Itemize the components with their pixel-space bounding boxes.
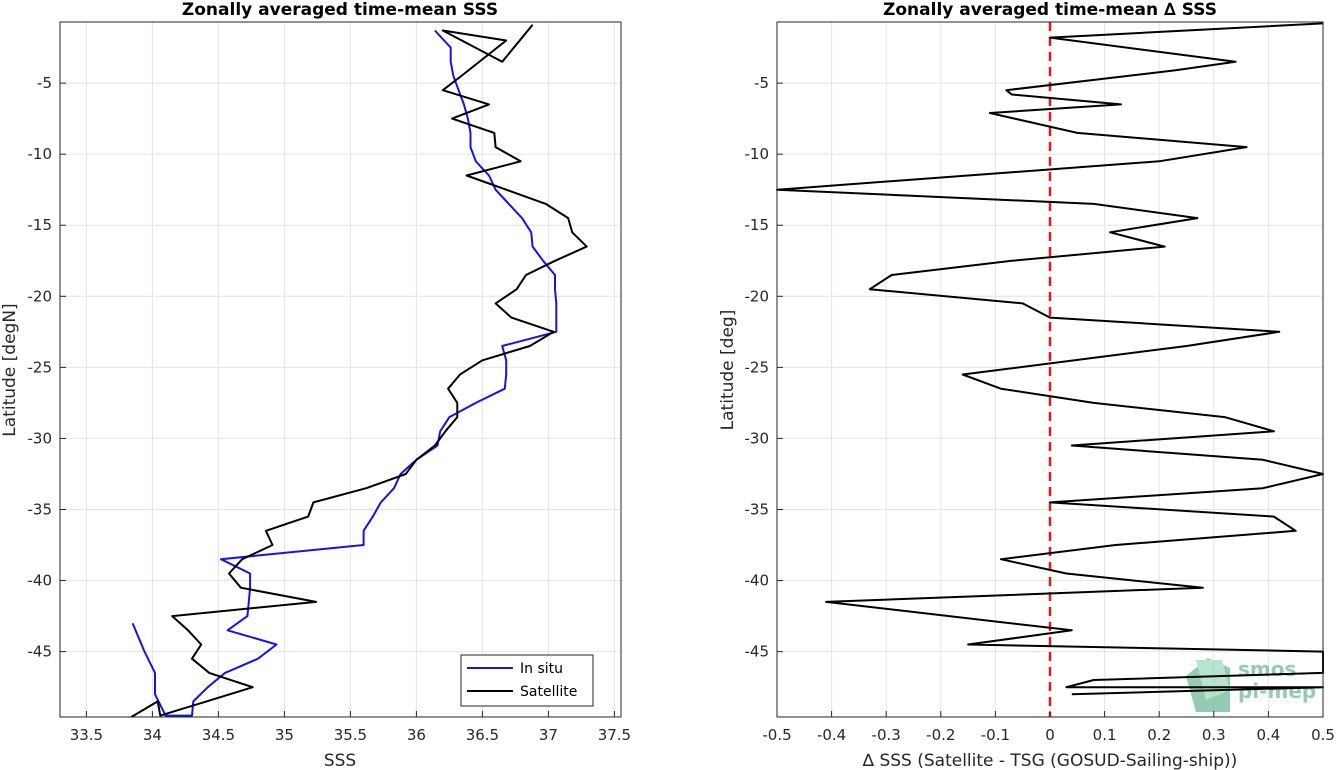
sss-chart-title: Zonally averaged time-mean SSS bbox=[182, 0, 498, 20]
delta-sss-x-tick-label: -0.2 bbox=[926, 726, 955, 744]
delta-sss-x-tick-label: -0.3 bbox=[872, 726, 901, 744]
delta-sss-y-tick-label: -45 bbox=[745, 643, 770, 661]
delta-sss-series-delta-line bbox=[776, 22, 1324, 696]
sss-x-tick-label: 37 bbox=[539, 726, 558, 744]
legend-satellite-label: Satellite bbox=[520, 684, 577, 700]
sss-series-lines bbox=[130, 24, 588, 718]
sss-series-satellite-line bbox=[130, 24, 588, 718]
sss-x-tick-label: 35.5 bbox=[334, 726, 367, 744]
delta-sss-series-lines bbox=[776, 22, 1324, 696]
legend-in-situ-label: In situ bbox=[520, 661, 563, 677]
delta-sss-x-axis-label: ∆ SSS (Satellite - TSG (GOSUD-Sailing-sh… bbox=[862, 751, 1238, 770]
sss-x-tick-label: 34 bbox=[143, 726, 162, 744]
delta-sss-x-tick-label: -0.1 bbox=[981, 726, 1010, 744]
sss-legend: In situ Satellite bbox=[460, 654, 594, 707]
watermark-line2: pi-mep bbox=[1238, 679, 1316, 703]
delta-sss-y-tick-label: -25 bbox=[745, 358, 770, 376]
sss-y-tick-label: -30 bbox=[28, 429, 53, 447]
delta-sss-y-tick-label: -30 bbox=[745, 429, 770, 447]
sss-y-ticks: -5 -10 -15 -20 -25 -30 -35 -40 -45 bbox=[28, 74, 66, 661]
sss-plot-frame bbox=[59, 21, 622, 718]
sss-y-tick-label: -25 bbox=[28, 358, 53, 376]
delta-sss-x-tick-label: -0.5 bbox=[762, 726, 791, 744]
sss-panel: Zonally averaged time-mean SSS 33.5 34 34.… bbox=[0, 0, 631, 770]
delta-sss-x-tick-label: 0.5 bbox=[1311, 726, 1335, 744]
sss-x-tick-label: 35 bbox=[275, 726, 294, 744]
delta-sss-y-tick-label: -5 bbox=[754, 74, 769, 92]
delta-sss-y-tick-label: -10 bbox=[745, 145, 770, 163]
sss-x-tick-label: 36.5 bbox=[466, 726, 499, 744]
delta-sss-y-tick-label: -35 bbox=[745, 500, 770, 518]
delta-sss-x-tick-label: 0 bbox=[1045, 726, 1055, 744]
sss-y-axis-label: Latitude [degN] bbox=[0, 303, 20, 436]
legend-box bbox=[460, 654, 594, 707]
delta-sss-x-tick-label: 0.4 bbox=[1256, 726, 1280, 744]
sss-y-tick-label: -45 bbox=[28, 643, 53, 661]
sss-y-tick-label: -20 bbox=[28, 287, 53, 305]
delta-sss-x-tick-label: 0.3 bbox=[1202, 726, 1226, 744]
sss-y-tick-label: -5 bbox=[37, 74, 52, 92]
delta-sss-y-tick-label: -40 bbox=[745, 572, 770, 590]
sss-x-ticks: 33.5 34 34.5 35 35.5 36 36.5 37 37.5 bbox=[70, 711, 631, 744]
delta-sss-panel: Zonally averaged time-mean ∆ SSS smos pi… bbox=[718, 0, 1335, 770]
sss-x-tick-label: 36 bbox=[407, 726, 426, 744]
sss-x-tick-label: 33.5 bbox=[70, 726, 103, 744]
sss-x-tick-label: 37.5 bbox=[598, 726, 631, 744]
sss-y-tick-label: -35 bbox=[28, 500, 53, 518]
delta-sss-y-axis-label: Latitude [deg] bbox=[718, 310, 738, 431]
delta-sss-y-tick-label: -20 bbox=[745, 287, 770, 305]
sss-y-tick-label: -15 bbox=[28, 216, 53, 234]
sss-y-tick-label: -10 bbox=[28, 145, 53, 163]
delta-sss-x-tick-label: 0.2 bbox=[1147, 726, 1171, 744]
sss-x-axis-label: SSS bbox=[324, 751, 356, 770]
delta-sss-x-tick-label: -0.4 bbox=[817, 726, 846, 744]
watermark-line1: smos bbox=[1238, 657, 1296, 681]
sss-y-tick-label: -40 bbox=[28, 572, 53, 590]
delta-sss-chart-title: Zonally averaged time-mean ∆ SSS bbox=[883, 0, 1217, 20]
delta-sss-y-ticks: -5 -10 -15 -20 -25 -30 -35 -40 -45 bbox=[745, 74, 783, 661]
sss-x-tick-label: 34.5 bbox=[202, 726, 235, 744]
sss-series-in-situ-line bbox=[131, 29, 558, 717]
delta-sss-x-ticks: -0.5 -0.4 -0.3 -0.2 -0.1 0 0.1 0.2 0.3 0.4 0.5 bbox=[762, 711, 1335, 744]
delta-sss-y-tick-label: -15 bbox=[745, 216, 770, 234]
delta-sss-x-tick-label: 0.1 bbox=[1093, 726, 1117, 744]
